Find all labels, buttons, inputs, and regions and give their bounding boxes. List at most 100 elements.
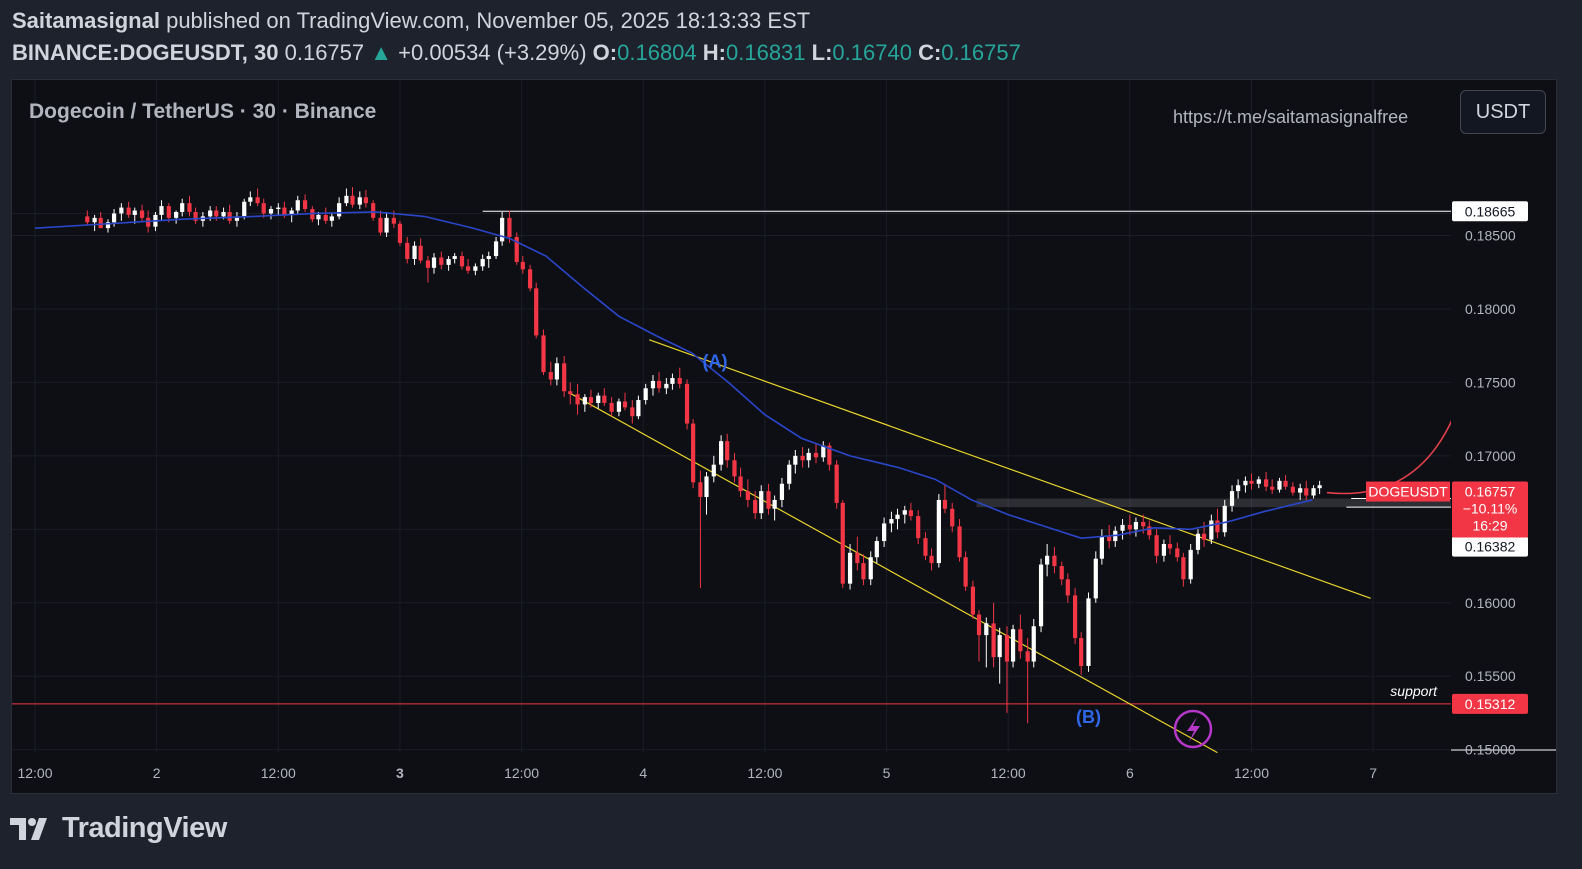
price-chart[interactable]: support(A)(B)(C)0.185000.180000.175000.1… (12, 80, 1556, 793)
candle-body (397, 223, 403, 243)
candle-body (957, 526, 962, 558)
candle-body (1161, 544, 1167, 556)
currency-button[interactable]: USDT (1460, 90, 1546, 134)
candle-body (684, 383, 690, 424)
candle-body (1154, 535, 1159, 556)
candle-body (936, 499, 941, 564)
candle-body (282, 207, 287, 215)
support-label: support (1390, 683, 1438, 699)
candle-body (650, 380, 656, 389)
lightning-icon (1173, 709, 1213, 749)
candle-body (1304, 488, 1309, 496)
candle-body (950, 508, 955, 527)
candle-body (806, 452, 811, 461)
price-label: 0.16382 (1465, 539, 1516, 555)
x-tick-label: 7 (1369, 765, 1377, 781)
symbol-label: BINANCE:DOGEUSDT, 30 (12, 40, 279, 65)
candle-body (821, 445, 826, 458)
candle-body (473, 266, 478, 271)
y-tick-label: 0.15500 (1465, 668, 1516, 684)
candle-body (847, 552, 853, 584)
candle-body (350, 195, 355, 205)
candle-body (813, 452, 819, 458)
candle-body (622, 401, 628, 408)
ticker-line: BINANCE:DOGEUSDT, 30 0.16757 ▲ +0.00534 … (12, 40, 1021, 66)
candle-body (316, 214, 321, 220)
candle-body (766, 491, 771, 509)
candle-body (895, 514, 900, 520)
x-tick-label: 12:00 (17, 765, 52, 781)
candle-body (1018, 629, 1023, 652)
footer-brand[interactable]: TradingView (10, 812, 227, 845)
candle-body (1025, 651, 1030, 662)
candle-body (772, 499, 777, 509)
candle-body (514, 236, 519, 262)
candle-body (1201, 533, 1207, 540)
x-tick-label: 12:00 (991, 765, 1026, 781)
candle-body (1270, 486, 1275, 490)
close-value: 0.16757 (941, 40, 1021, 65)
price-change: +0.00534 (+3.29%) (398, 40, 587, 65)
candle-body (534, 288, 539, 336)
candle-body (1147, 526, 1152, 536)
candle-body (970, 586, 976, 615)
candle-body (732, 460, 737, 477)
y-tick-label: 0.17500 (1465, 374, 1516, 390)
candle-body (976, 614, 982, 636)
candle-body (344, 195, 349, 204)
candle-body (664, 383, 669, 389)
candle-body (1038, 564, 1044, 627)
candle-body (548, 372, 553, 380)
candle-body (698, 482, 703, 497)
candle-body (670, 377, 675, 384)
candle-body (193, 211, 198, 221)
candle-body (753, 499, 758, 514)
candle-body (562, 363, 567, 392)
candle-body (1283, 480, 1288, 487)
footer-brand-text: TradingView (62, 812, 227, 844)
candle-body (1195, 533, 1201, 550)
candle-body (984, 623, 989, 636)
candle-body (126, 207, 131, 215)
candle-body (861, 563, 866, 580)
y-tick-label: 0.16000 (1465, 595, 1516, 611)
candle-body (1086, 598, 1091, 666)
candle-body (255, 197, 260, 204)
candle-body (942, 499, 948, 509)
chart-area[interactable]: support(A)(B)(C)0.185000.180000.175000.1… (11, 79, 1557, 794)
candle-body (446, 258, 451, 265)
telegram-link[interactable]: https://t.me/saitamasignalfree (1173, 107, 1409, 127)
candle-body (916, 516, 921, 539)
candle-body (234, 216, 240, 221)
y-tick-label: 0.18500 (1465, 227, 1516, 243)
candle-body (1277, 480, 1282, 490)
zone-box (976, 498, 1456, 508)
candle-body (874, 541, 879, 558)
price-label-box (1452, 693, 1528, 714)
candle-body (221, 211, 226, 217)
price-label-box (1452, 201, 1528, 222)
candle-body (991, 623, 996, 658)
candle-body (528, 269, 533, 289)
x-tick-label: 12:00 (747, 765, 782, 781)
candle-body (1031, 626, 1036, 662)
candle-body (180, 203, 185, 212)
high-label: H: (702, 40, 726, 65)
candle-body (242, 201, 247, 217)
author-name[interactable]: Saitamasignal (12, 8, 160, 33)
candle-body (452, 256, 457, 259)
change-arrow-icon: ▲ (370, 40, 393, 65)
open-label: O: (592, 40, 618, 65)
candle-body (588, 397, 594, 403)
current-price-box (1452, 481, 1528, 538)
channel-line (568, 392, 1218, 754)
candle-body (1209, 520, 1214, 540)
candle-body (1107, 536, 1112, 542)
candle-body (575, 394, 580, 405)
candle-body (439, 257, 444, 265)
candle-body (1222, 505, 1227, 533)
candle-body (855, 552, 860, 564)
candle-body (1133, 521, 1139, 530)
candle-body (187, 203, 192, 212)
candle-body (268, 209, 274, 214)
